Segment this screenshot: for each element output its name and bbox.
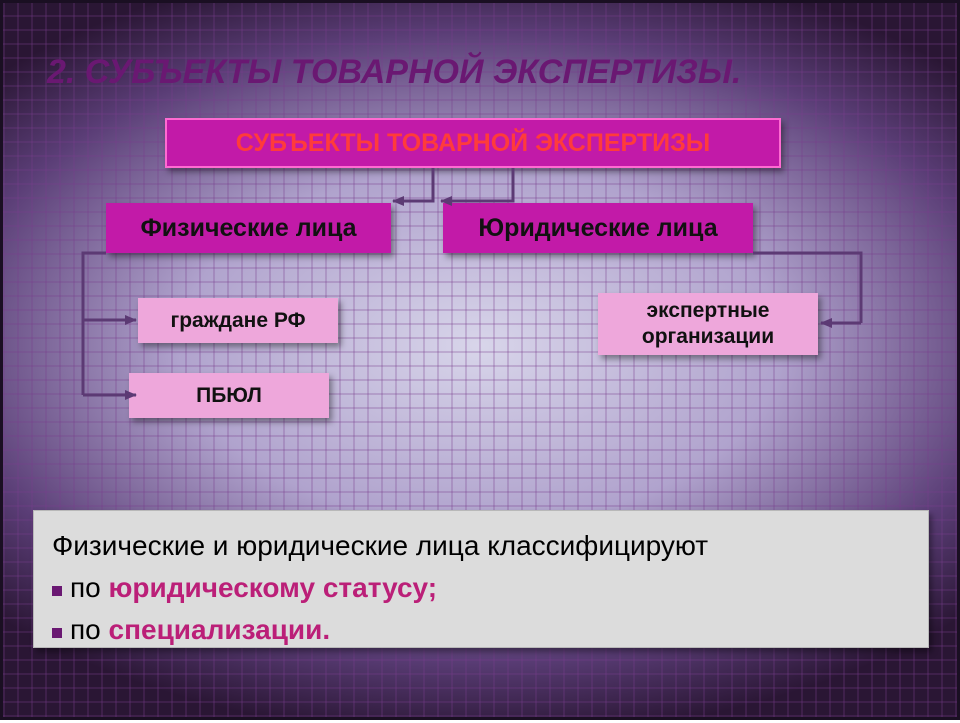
level2-jur-a: экспертные организации (598, 293, 818, 355)
bottom-list-item: по специализации. (52, 609, 910, 651)
level2-phys-a: граждане РФ (138, 298, 338, 343)
bullet-icon (52, 628, 62, 638)
bottom-list-item: по юридическому статусу; (52, 567, 910, 609)
bullet-icon (52, 586, 62, 596)
bullet-prefix: по (70, 572, 109, 603)
slide-title: 2. СУБЪЕКТЫ ТОВАРНОЙ ЭКСПЕРТИЗЫ. (47, 53, 741, 92)
bullet-highlight: юридическому статусу; (109, 572, 438, 603)
bullet-highlight: специализации. (109, 614, 331, 645)
slide-stage: 2. СУБЪЕКТЫ ТОВАРНОЙ ЭКСПЕРТИЗЫ. СУБЪЕКТ… (0, 0, 960, 720)
bottom-list: по юридическому статусу;по специализации… (52, 567, 910, 651)
bottom-line1: Физические и юридические лица классифици… (52, 525, 910, 567)
bullet-prefix: по (70, 614, 109, 645)
level1-right-node: Юридические лица (443, 203, 753, 253)
bottom-panel: Физические и юридические лица классифици… (33, 510, 929, 648)
level2-phys-b: ПБЮЛ (129, 373, 329, 418)
level1-left-node: Физические лица (106, 203, 391, 253)
root-node: СУБЪЕКТЫ ТОВАРНОЙ ЭКСПЕРТИЗЫ (165, 118, 781, 168)
